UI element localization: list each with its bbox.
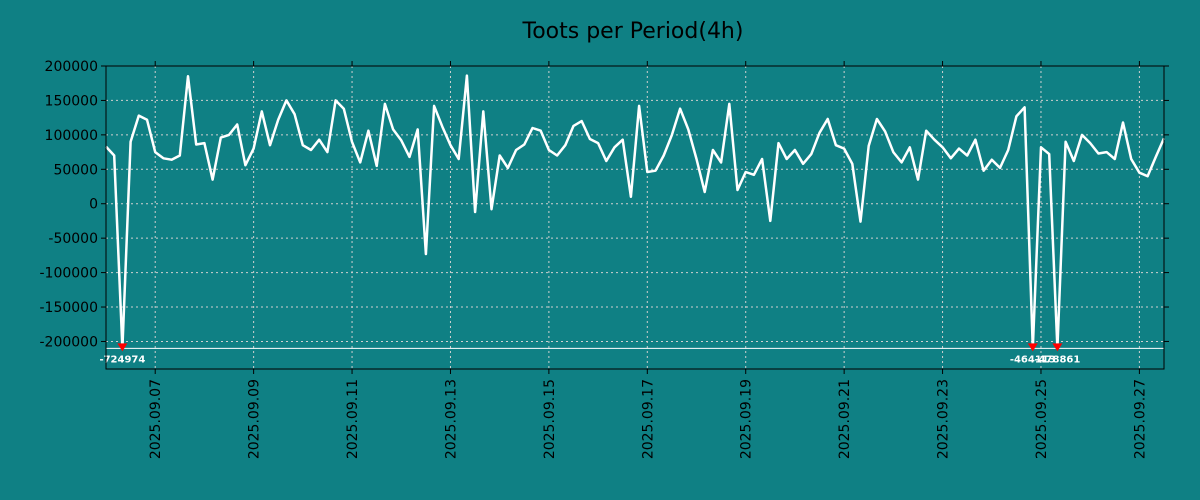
x-tick-label: 2025.09.07 <box>148 379 164 459</box>
chart-title: Toots per Period(4h) <box>522 19 744 44</box>
x-tick-label: 2025.09.09 <box>247 379 263 459</box>
y-tick-label: 0 <box>89 197 98 213</box>
y-tick-label: -200000 <box>40 334 99 350</box>
y-tick-label: -50000 <box>48 231 98 247</box>
series-line <box>105 74 1166 350</box>
clip-marker <box>1027 343 1038 352</box>
x-tick-label: 2025.09.27 <box>1132 379 1148 459</box>
y-axis-ticks: 200000 150000 100000 50000 0 -50000 -100000 -15… <box>40 59 1169 350</box>
clip-marker <box>117 343 128 352</box>
x-tick-label: 2025.09.13 <box>443 379 459 459</box>
clip-markers: -724974 -464113-478861 <box>99 343 1080 365</box>
y-tick-label: 100000 <box>45 128 98 144</box>
y-tick-label: 150000 <box>45 93 98 109</box>
x-tick-label: 2025.09.11 <box>345 379 361 459</box>
x-tick-label: 2025.09.23 <box>936 379 952 459</box>
x-axis-ticks: 2025.09.07 2025.09.09 2025.09.11 2025.09.13… <box>148 61 1148 459</box>
grid <box>106 65 1164 369</box>
y-tick-label: 200000 <box>45 59 98 75</box>
clip-value-label: -478861 <box>1034 354 1080 365</box>
clip-value-label: -724974 <box>99 354 145 365</box>
x-tick-label: 2025.09.25 <box>1034 379 1050 459</box>
clip-value-label: -464113 <box>1010 354 1056 365</box>
clip-marker <box>1052 343 1063 352</box>
plot-frame <box>105 65 1165 370</box>
x-tick-label: 2025.09.17 <box>640 379 656 459</box>
x-tick-label: 2025.09.19 <box>739 379 755 459</box>
x-tick-label: 2025.09.15 <box>542 379 558 459</box>
x-tick-label: 2025.09.21 <box>837 379 853 459</box>
y-tick-label: 50000 <box>53 162 98 178</box>
y-tick-label: -100000 <box>40 266 99 282</box>
y-tick-label: -150000 <box>40 300 99 316</box>
